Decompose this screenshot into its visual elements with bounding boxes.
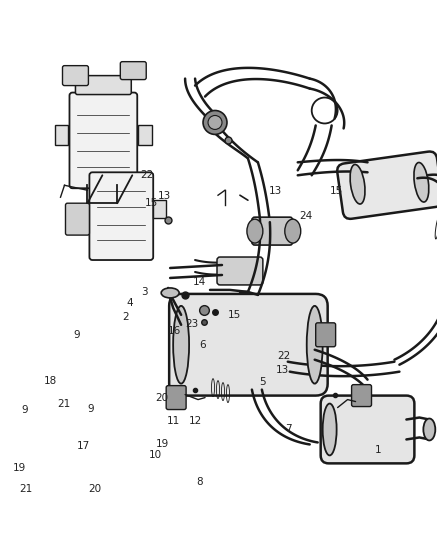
FancyBboxPatch shape xyxy=(316,323,336,347)
Ellipse shape xyxy=(414,163,429,202)
FancyBboxPatch shape xyxy=(66,203,89,235)
FancyBboxPatch shape xyxy=(89,172,153,260)
Ellipse shape xyxy=(161,288,179,298)
Text: 9: 9 xyxy=(21,405,28,415)
Text: 9: 9 xyxy=(74,329,81,340)
Text: 5: 5 xyxy=(259,377,266,387)
Ellipse shape xyxy=(247,219,263,243)
Text: 19: 19 xyxy=(155,440,169,449)
Text: 1: 1 xyxy=(375,445,381,455)
FancyBboxPatch shape xyxy=(166,385,186,409)
Text: 20: 20 xyxy=(155,393,169,403)
Text: 2: 2 xyxy=(122,312,128,322)
Bar xyxy=(153,200,166,218)
FancyBboxPatch shape xyxy=(169,294,328,395)
Ellipse shape xyxy=(350,165,365,204)
Text: 3: 3 xyxy=(141,287,148,297)
Text: 22: 22 xyxy=(140,170,154,180)
Text: 15: 15 xyxy=(145,198,158,208)
Text: 15: 15 xyxy=(228,310,241,320)
Text: 9: 9 xyxy=(87,404,93,414)
Text: 7: 7 xyxy=(286,424,292,433)
Text: 21: 21 xyxy=(19,483,33,494)
Text: 12: 12 xyxy=(188,416,201,425)
Text: 17: 17 xyxy=(77,441,90,451)
FancyBboxPatch shape xyxy=(75,76,131,94)
Text: 14: 14 xyxy=(193,278,206,287)
Text: 4: 4 xyxy=(126,297,133,308)
Text: 23: 23 xyxy=(185,319,198,329)
Ellipse shape xyxy=(173,306,189,384)
Text: 15: 15 xyxy=(330,186,343,196)
Text: 13: 13 xyxy=(269,186,283,196)
Text: 8: 8 xyxy=(196,477,203,487)
Text: 10: 10 xyxy=(149,450,162,460)
FancyBboxPatch shape xyxy=(321,395,414,463)
FancyBboxPatch shape xyxy=(337,151,438,219)
Text: 13: 13 xyxy=(276,365,289,375)
FancyBboxPatch shape xyxy=(252,217,293,245)
Text: 21: 21 xyxy=(57,399,71,409)
Ellipse shape xyxy=(424,418,435,440)
Text: 6: 6 xyxy=(199,340,206,350)
Bar xyxy=(54,125,68,146)
Ellipse shape xyxy=(285,219,301,243)
FancyBboxPatch shape xyxy=(120,62,146,79)
FancyBboxPatch shape xyxy=(352,385,371,407)
Circle shape xyxy=(203,110,227,134)
Text: 18: 18 xyxy=(44,376,57,386)
FancyBboxPatch shape xyxy=(70,93,137,188)
FancyBboxPatch shape xyxy=(63,66,88,86)
FancyBboxPatch shape xyxy=(217,257,263,285)
Text: 22: 22 xyxy=(277,351,290,361)
Bar xyxy=(138,125,152,146)
Text: 13: 13 xyxy=(158,191,171,201)
Circle shape xyxy=(208,116,222,130)
Text: 16: 16 xyxy=(168,326,181,336)
Text: 19: 19 xyxy=(12,463,26,473)
Text: 20: 20 xyxy=(88,483,101,494)
Ellipse shape xyxy=(323,403,337,455)
Text: 24: 24 xyxy=(299,211,312,221)
Text: 11: 11 xyxy=(166,416,180,425)
Ellipse shape xyxy=(307,306,323,384)
